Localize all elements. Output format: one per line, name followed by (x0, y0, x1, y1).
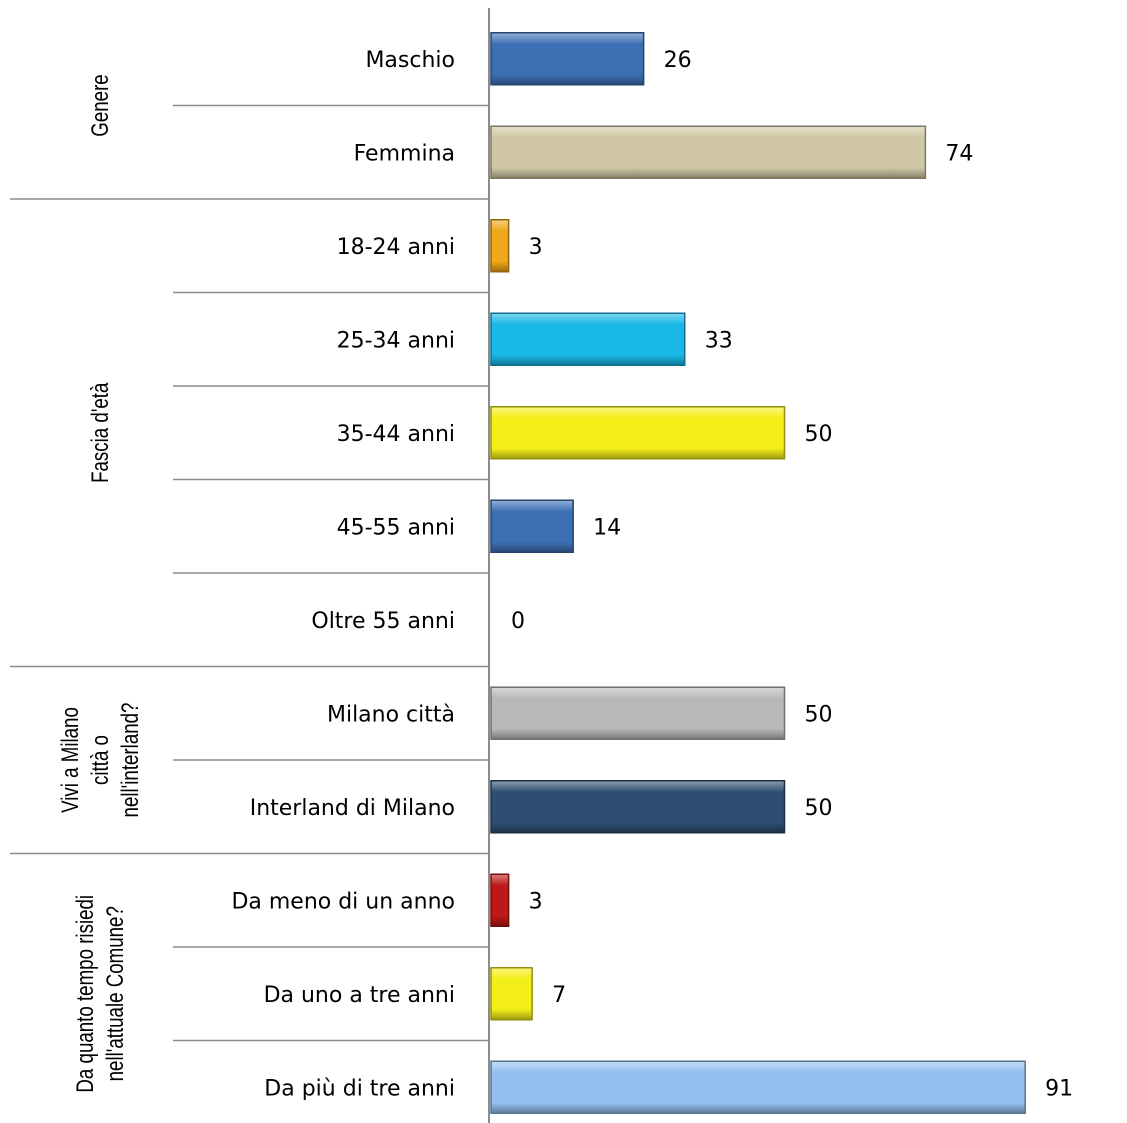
bar (490, 32, 645, 86)
group-label: Genere (87, 74, 114, 136)
value-label: 50 (805, 422, 833, 447)
bar (490, 780, 786, 834)
value-label: 26 (664, 48, 692, 73)
bar (490, 1060, 1026, 1114)
category-label: 35-44 anni (337, 422, 455, 447)
value-label: 91 (1045, 1076, 1073, 1101)
bar (490, 499, 574, 553)
category-label: 18-24 anni (337, 235, 455, 260)
category-label: Da meno di un anno (231, 889, 455, 914)
bar (490, 219, 510, 273)
bar (490, 873, 510, 927)
category-label: 45-55 anni (337, 515, 455, 540)
category-label: 25-34 anni (337, 328, 455, 353)
value-label: 50 (805, 796, 833, 821)
value-label: 3 (529, 235, 543, 260)
category-label: Femmina (354, 141, 455, 166)
bar (490, 312, 686, 366)
group-labels: Genere Fascia d'età Vivi a Milano città o ne… (57, 74, 144, 1092)
bars (490, 32, 1026, 1114)
category-label: Oltre 55 anni (311, 609, 455, 634)
group-label: Fascia d'età (87, 383, 114, 483)
category-label: Milano città (327, 702, 455, 727)
value-label: 14 (593, 515, 621, 540)
table-grid (10, 8, 490, 1123)
category-label: Interland di Milano (250, 796, 455, 821)
category-label: Da più di tre anni (264, 1076, 455, 1101)
value-label: 3 (529, 889, 543, 914)
bar (490, 686, 786, 740)
category-label: Maschio (365, 48, 455, 73)
value-label: 0 (511, 609, 525, 634)
value-label: 74 (945, 141, 973, 166)
category-labels: Maschio Femmina 18-24 anni 25-34 anni 35-44 … (231, 48, 455, 1102)
value-label: 33 (705, 328, 733, 353)
group-label: Da quanto tempo risiedi nell'attuale Comu… (72, 895, 129, 1093)
value-label: 50 (805, 702, 833, 727)
bar (490, 967, 533, 1021)
group-label: Vivi a Milano città o nell'interland? (57, 703, 144, 818)
value-label: 7 (552, 983, 566, 1008)
category-label: Da uno a tre anni (264, 983, 455, 1008)
bar (490, 406, 786, 460)
bar (490, 125, 927, 179)
